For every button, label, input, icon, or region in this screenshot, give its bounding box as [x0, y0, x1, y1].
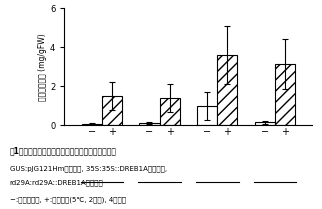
Text: −:低温無処理, +:低温処理(5℃, 2週間), 4週間苗: −:低温無処理, +:低温処理(5℃, 2週間), 4週間苗	[10, 196, 126, 203]
Text: rd29A:rd29A::DREB1A導入系統: rd29A:rd29A::DREB1A導入系統	[10, 180, 103, 186]
Bar	[139, 124, 159, 125]
Text: GUS:pJG121Hm導入系統, 35S:35S::DREB1A導入系統,: GUS:pJG121Hm導入系統, 35S:35S::DREB1A導入系統,	[10, 165, 167, 172]
Bar	[255, 122, 275, 125]
Bar	[159, 98, 180, 125]
Bar	[217, 55, 237, 125]
Bar	[82, 124, 102, 125]
Y-axis label: プロリン含量 (mg/gFW): プロリン含量 (mg/gFW)	[38, 33, 47, 101]
Bar	[102, 96, 122, 125]
Bar	[275, 64, 295, 125]
Text: 図1　形質転換コマツナ系統におけるプロリン含量: 図1 形質転換コマツナ系統におけるプロリン含量	[10, 146, 117, 155]
Bar	[197, 106, 217, 125]
